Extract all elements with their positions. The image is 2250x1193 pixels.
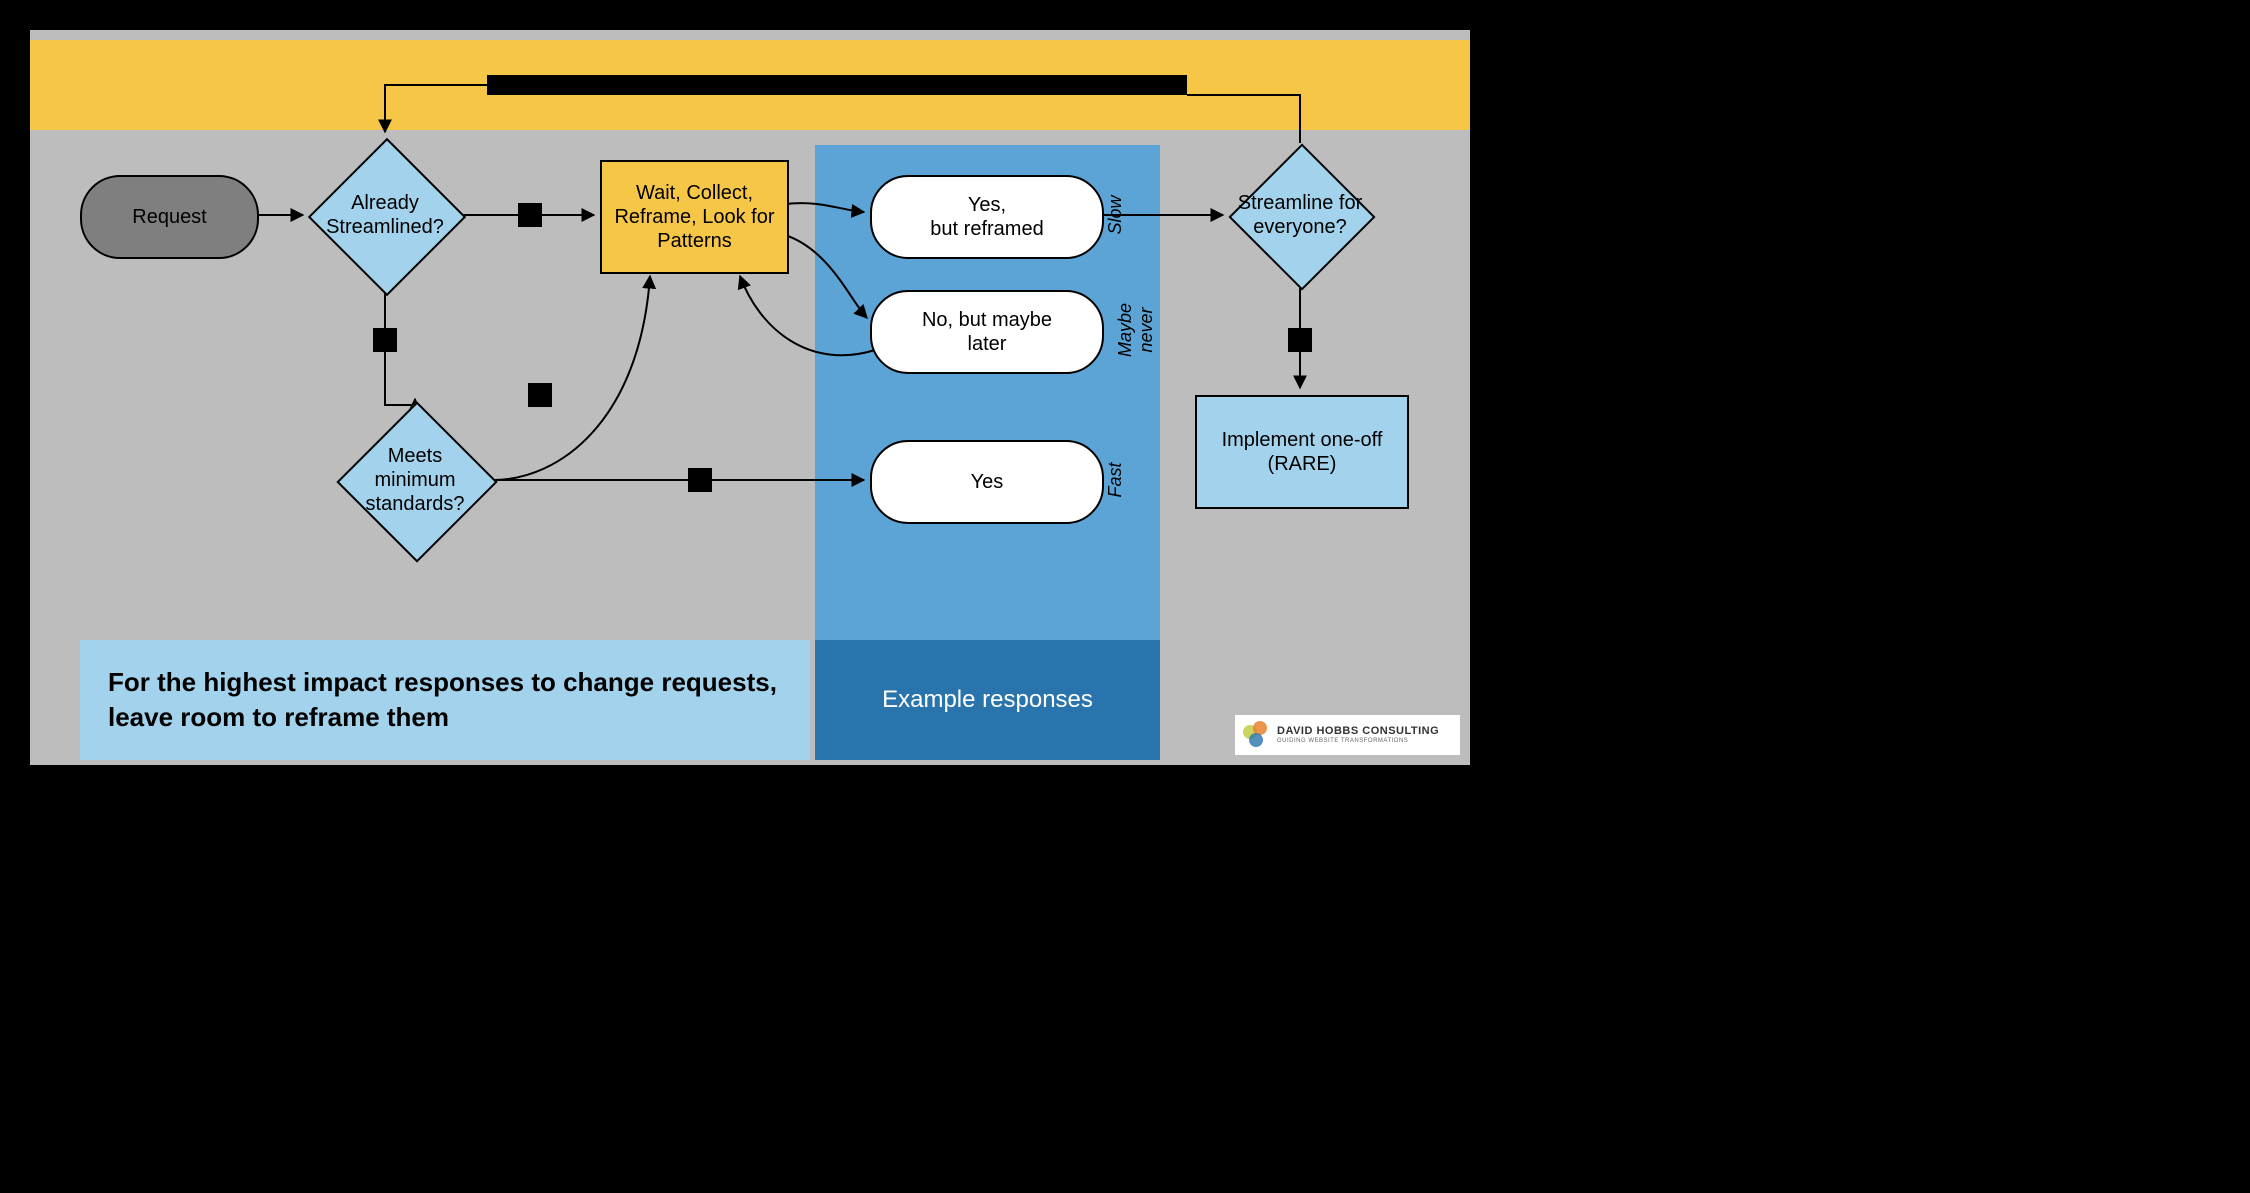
logo-dots-icon — [1243, 721, 1271, 749]
main-message-banner: For the highest impact responses to chan… — [80, 640, 810, 760]
side-label-slow: Slow — [1105, 165, 1155, 265]
example-responses-banner: Example responses — [815, 640, 1160, 760]
example-responses-label: Example responses — [882, 686, 1093, 714]
main-message-text: For the highest impact responses to chan… — [108, 665, 782, 735]
logo-line1: DAVID HOBBS CONSULTING — [1277, 726, 1439, 738]
brand-logo: DAVID HOBBS CONSULTING GUIDING WEBSITE T… — [1235, 715, 1460, 755]
side-label-maybe: Maybe never — [1115, 280, 1165, 380]
logo-text: DAVID HOBBS CONSULTING GUIDING WEBSITE T… — [1277, 726, 1439, 744]
side-label-fast: Fast — [1105, 430, 1155, 530]
logo-line2: GUIDING WEBSITE TRANSFORMATIONS — [1277, 738, 1439, 744]
flowchart-canvas: RequestAlready Streamlined?Meets minimum… — [0, 0, 1500, 795]
